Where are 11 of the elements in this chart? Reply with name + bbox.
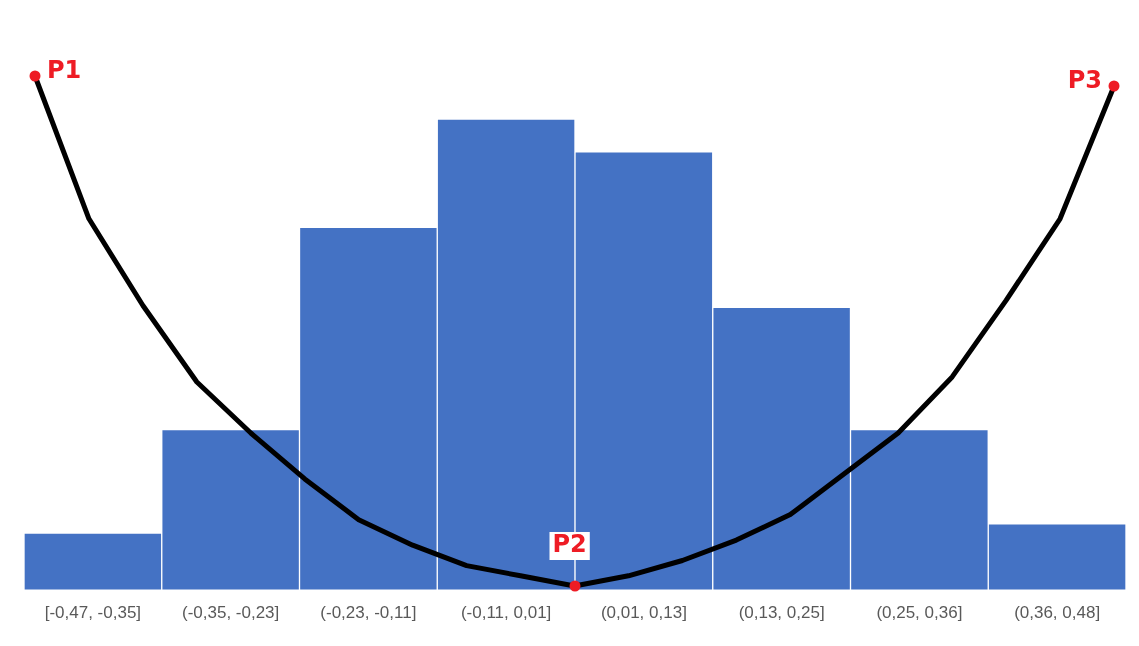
annotation: P1: [47, 56, 82, 85]
x-tick-label: (0,01, 0,13]: [600, 603, 687, 623]
annotation: P2: [552, 530, 587, 559]
x-tick-label: (-0,11, 0,01]: [460, 603, 552, 623]
x-tick-label: (-0,35, -0,23]: [181, 603, 280, 623]
x-tick-label: (0,25, 0,36]: [876, 603, 963, 623]
annotation: P3: [1067, 66, 1102, 95]
x-tick-label: (0,13, 0,25]: [738, 603, 825, 623]
x-tick-label: (0,36, 0,48]: [1014, 603, 1101, 623]
x-tick-label: [-0,47, -0,35]: [44, 603, 142, 623]
x-tick-label: (-0,23, -0,11]: [320, 603, 417, 623]
